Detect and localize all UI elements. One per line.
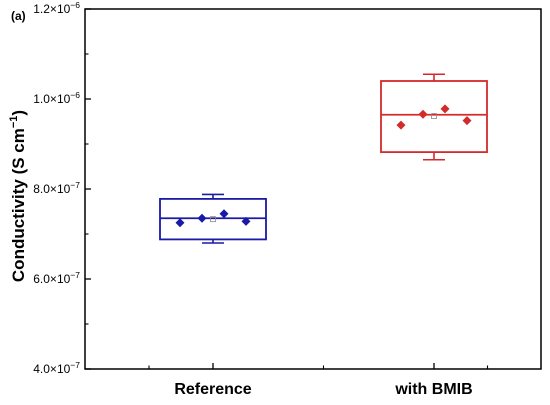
y-tick-label: 6.0×10−7: [33, 270, 80, 286]
data-point: [396, 120, 406, 130]
data-point: [241, 216, 251, 226]
mean-marker: [431, 113, 437, 119]
data-point: [175, 218, 185, 228]
iqr-box: [380, 80, 488, 153]
y-axis-title-sup: −1: [8, 116, 20, 129]
y-tick-label: 8.0×10−7: [33, 180, 80, 196]
y-tick-label: 1.2×10−6: [33, 0, 80, 16]
box-2: [380, 73, 488, 161]
panel-label: (a): [11, 9, 26, 23]
box-plots: [159, 73, 488, 244]
y-axis-title-close: ): [9, 110, 28, 116]
y-axis-title-main: Conductivity (S cm: [9, 128, 28, 282]
mean-marker: [210, 216, 216, 223]
y-tick-label: 4.0×10−7: [33, 360, 80, 376]
y-axis-ticks: 4.0×10−7 6.0×10−7 8.0×10−7 1.0×10−6 1.2×10−6: [33, 0, 91, 376]
data-point: [440, 104, 450, 114]
box-1: [159, 193, 267, 244]
plot-frame: [84, 8, 542, 370]
x-category-label: with BMIB: [394, 381, 472, 398]
y-axis-title: Conductivity (S cm−1): [8, 110, 28, 282]
svg-text:Conductivity (S cm−1): Conductivity (S cm−1): [8, 110, 28, 282]
data-point: [197, 213, 207, 223]
data-point: [219, 209, 229, 219]
y-tick-label: 1.0×10−6: [33, 90, 80, 106]
data-point: [418, 109, 428, 119]
x-category-label: Reference: [174, 381, 251, 398]
x-axis-ticks: Reference with BMIB: [148, 363, 489, 398]
data-point: [462, 116, 472, 126]
